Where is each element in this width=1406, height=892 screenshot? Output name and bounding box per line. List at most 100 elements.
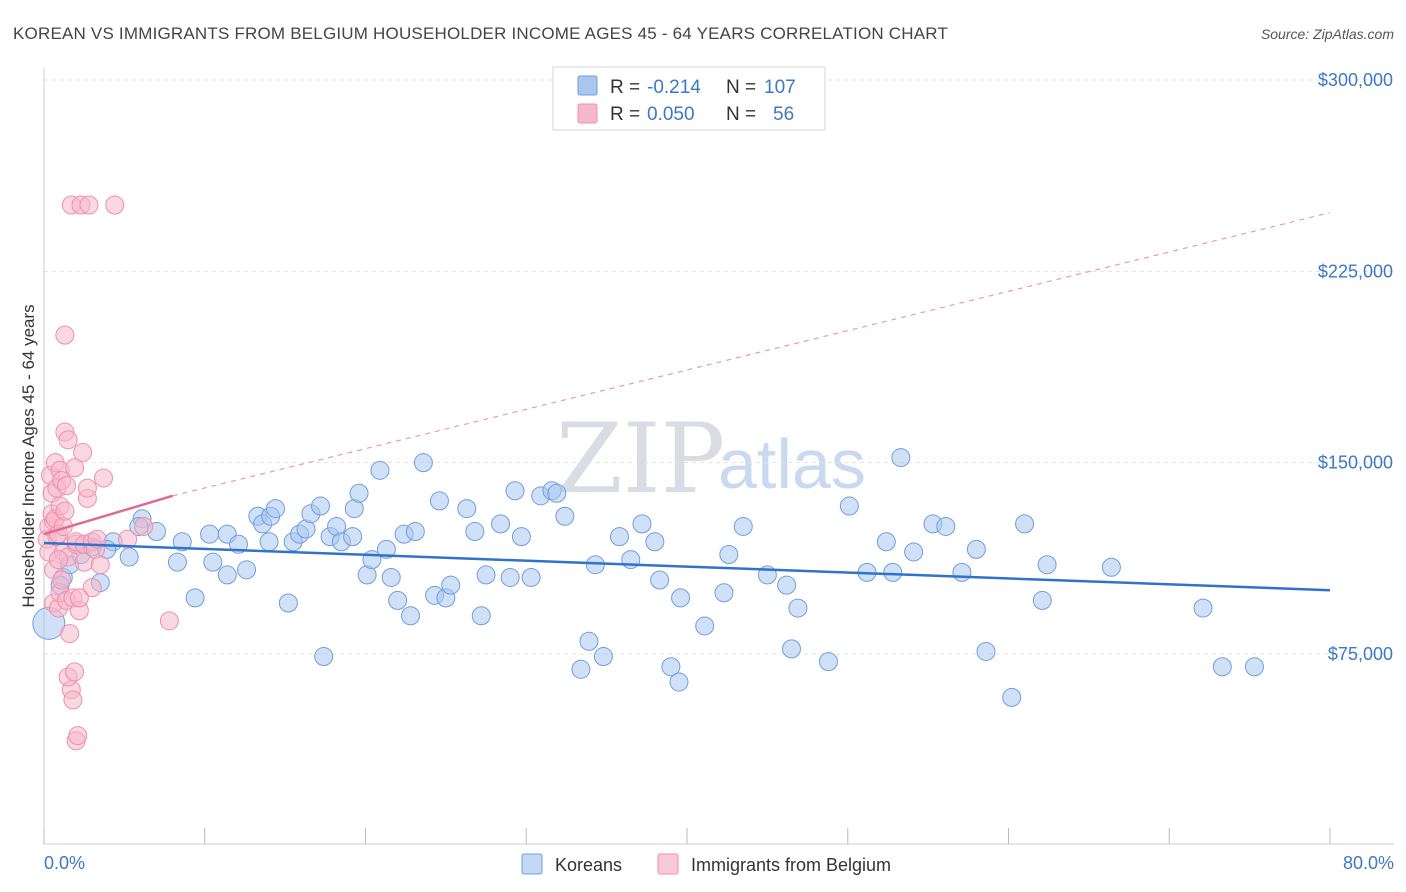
belgium-point — [60, 624, 80, 644]
legend-r-value-1: -0.214 — [647, 77, 701, 98]
korean-point — [259, 532, 279, 552]
y-tick-label: $150,000 — [1318, 453, 1393, 473]
korean-point — [1212, 657, 1232, 677]
korean-point — [876, 532, 896, 552]
korean-point — [976, 641, 996, 661]
korean-point — [265, 499, 285, 519]
legend-n-label-1: N = — [726, 77, 756, 98]
belgium-point — [77, 478, 97, 498]
belgium-point — [93, 468, 113, 488]
korean-point — [521, 567, 541, 587]
legend-swatch-koreans — [577, 75, 598, 96]
korean-point — [505, 481, 525, 501]
series-legend: Koreans Immigrants from Belgium — [521, 853, 891, 875]
korean-point — [966, 539, 986, 559]
korean-point — [237, 560, 257, 580]
korean-point — [476, 565, 496, 585]
korean-point — [457, 499, 477, 519]
x-tick-label-min: 0.0% — [44, 853, 85, 873]
legend-n-value-2: 56 — [773, 104, 794, 125]
korean-point — [936, 516, 956, 536]
korean-point — [185, 588, 205, 608]
correlation-legend: R = -0.214 N = 107 R = 0.050 N = 56 — [552, 66, 826, 131]
trend-line-koreans — [43, 541, 1331, 592]
belgium-point — [105, 195, 125, 215]
belgium-point — [58, 430, 78, 450]
y-tick-label: $75,000 — [1328, 644, 1393, 664]
belgium-point — [82, 578, 102, 598]
korean-point — [1244, 657, 1264, 677]
korean-point — [441, 575, 461, 595]
chart-title: KOREAN VS IMMIGRANTS FROM BELGIUM HOUSEH… — [13, 24, 948, 43]
trend-line-belgium — [43, 494, 173, 536]
source-label: Source: ZipAtlas.com — [1261, 26, 1394, 42]
belgium-point — [159, 611, 179, 631]
x-tick-label-max: 80.0% — [1343, 853, 1394, 873]
y-tick-labels: $75,000 $150,000 $225,000 $300,000 — [1318, 70, 1393, 664]
watermark-atlas: atlas — [718, 425, 866, 503]
korean-point — [405, 522, 425, 542]
korean-point — [217, 565, 237, 585]
legend-n-value-1: 107 — [764, 77, 796, 98]
korean-point — [314, 647, 334, 667]
korean-point — [839, 496, 859, 516]
korean-point — [310, 496, 330, 516]
korean-point — [788, 598, 808, 618]
korean-point — [695, 616, 715, 636]
belgium-point — [134, 516, 154, 536]
legend-r-label-1: R = — [610, 77, 640, 98]
belgium-point — [55, 501, 75, 521]
korean-point — [491, 514, 511, 534]
korean-point — [465, 522, 485, 542]
korean-point — [650, 570, 670, 590]
korean-point — [952, 562, 972, 582]
korean-point — [733, 516, 753, 536]
korean-point — [579, 631, 599, 651]
belgium-point — [55, 325, 75, 345]
legend-r-value-2: 0.050 — [647, 104, 695, 125]
korean-point — [669, 672, 689, 692]
belgium-point — [57, 476, 77, 496]
korean-point — [167, 552, 187, 572]
korean-point — [571, 659, 591, 679]
korean-point — [632, 514, 652, 534]
korean-point — [1002, 687, 1022, 707]
korean-point — [388, 590, 408, 610]
y-tick-label: $225,000 — [1318, 261, 1393, 281]
watermark-zip: ZIP — [556, 403, 725, 515]
korean-point — [904, 542, 924, 562]
korean-point — [609, 527, 629, 547]
korean-point — [376, 539, 396, 559]
korean-point — [1015, 514, 1035, 534]
legend-box — [552, 66, 826, 131]
korean-point — [471, 606, 491, 626]
korean-point — [511, 527, 531, 547]
korean-point — [200, 524, 220, 544]
belgium-point — [65, 662, 85, 682]
korean-point — [1032, 590, 1052, 610]
korean-point — [278, 593, 298, 613]
korean-point — [1037, 555, 1057, 575]
korean-point — [714, 583, 734, 603]
legend-belgium-swatch — [657, 853, 679, 875]
belgium-point — [118, 529, 138, 549]
belgium-point — [63, 690, 83, 710]
korean-point — [203, 552, 223, 572]
legend-koreans-swatch — [521, 853, 543, 875]
korean-point — [413, 453, 433, 473]
korean-point — [349, 483, 369, 503]
belgium-point — [69, 588, 89, 608]
belgium-point — [68, 726, 88, 746]
korean-point — [547, 483, 567, 503]
korean-point — [891, 448, 911, 468]
y-axis-label: Householder Income Ages 45 - 64 years — [19, 304, 38, 607]
korean-point — [781, 639, 801, 659]
korean-point — [119, 547, 139, 567]
watermark: ZIP atlas — [556, 403, 866, 515]
legend-swatch-belgium — [577, 103, 598, 124]
korean-point — [593, 647, 613, 667]
korean-point — [671, 588, 691, 608]
korean-point — [343, 527, 363, 547]
korean-point — [172, 532, 192, 552]
